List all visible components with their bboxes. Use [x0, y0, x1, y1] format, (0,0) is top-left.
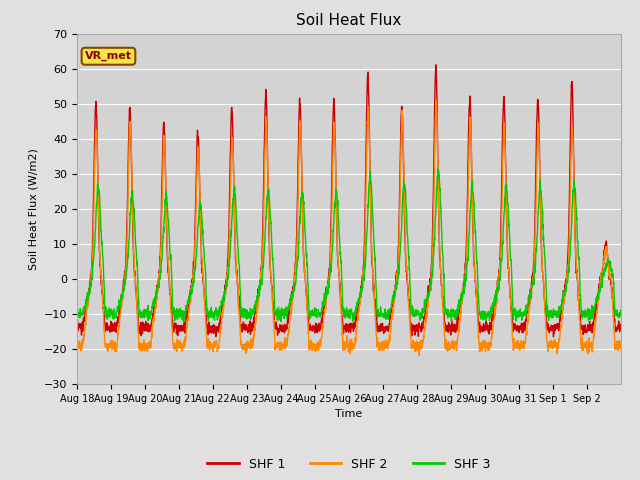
SHF 1 — [73, 320, 81, 326]
SHF 2 — [433, 97, 440, 103]
SHF 3 — [434, 166, 442, 171]
SHF 2 — [381, 343, 389, 348]
Line: SHF 2: SHF 2 — [77, 100, 621, 356]
SHF 3 — [610, 281, 618, 287]
SHF 3 — [127, 195, 135, 201]
SHF 1 — [244, 322, 252, 327]
SHF 3 — [544, 309, 552, 314]
SHF 1 — [381, 326, 389, 332]
Title: Soil Heat Flux: Soil Heat Flux — [296, 13, 401, 28]
SHF 3 — [244, 312, 252, 317]
Legend: SHF 1, SHF 2, SHF 3: SHF 1, SHF 2, SHF 3 — [202, 453, 495, 476]
Line: SHF 3: SHF 3 — [77, 168, 621, 322]
Y-axis label: Soil Heat Flux (W/m2): Soil Heat Flux (W/m2) — [28, 148, 38, 270]
SHF 2 — [513, 338, 521, 344]
SHF 2 — [415, 353, 422, 359]
SHF 1 — [550, 334, 557, 339]
SHF 2 — [617, 339, 625, 345]
SHF 1 — [610, 305, 618, 311]
SHF 3 — [381, 310, 389, 315]
SHF 1 — [432, 62, 440, 68]
SHF 1 — [513, 327, 520, 333]
SHF 3 — [617, 309, 625, 314]
SHF 2 — [73, 341, 81, 347]
SHF 2 — [127, 140, 135, 145]
SHF 2 — [244, 342, 252, 348]
Text: VR_met: VR_met — [85, 51, 132, 61]
SHF 2 — [610, 312, 618, 318]
SHF 1 — [543, 322, 551, 327]
X-axis label: Time: Time — [335, 409, 362, 419]
SHF 1 — [127, 144, 135, 150]
SHF 1 — [617, 325, 625, 331]
SHF 3 — [513, 312, 521, 318]
SHF 3 — [73, 307, 81, 313]
SHF 3 — [277, 319, 285, 324]
Line: SHF 1: SHF 1 — [77, 65, 621, 336]
SHF 2 — [544, 343, 552, 349]
